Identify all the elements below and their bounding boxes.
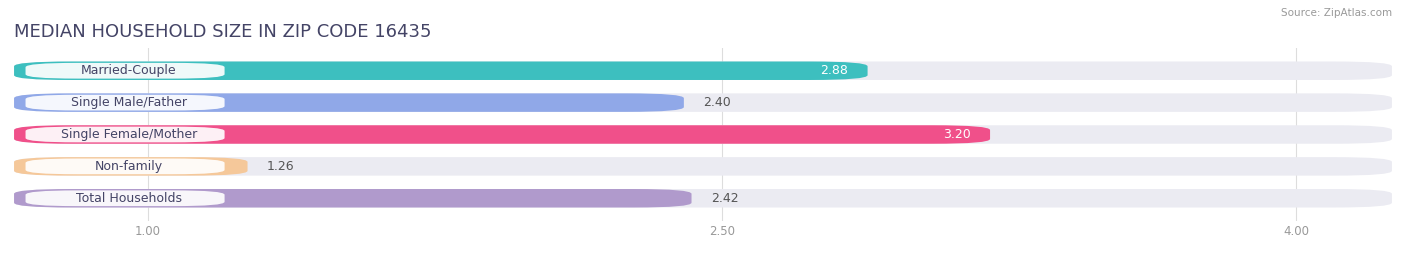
FancyBboxPatch shape [14, 125, 1392, 144]
FancyBboxPatch shape [25, 158, 225, 174]
FancyBboxPatch shape [14, 157, 247, 176]
FancyBboxPatch shape [14, 157, 1392, 176]
Text: Married-Couple: Married-Couple [82, 64, 177, 77]
FancyBboxPatch shape [14, 62, 1392, 80]
Text: 2.42: 2.42 [710, 192, 738, 205]
FancyBboxPatch shape [25, 63, 225, 79]
FancyBboxPatch shape [14, 62, 868, 80]
Text: Source: ZipAtlas.com: Source: ZipAtlas.com [1281, 8, 1392, 18]
Text: 2.88: 2.88 [821, 64, 848, 77]
Text: Non-family: Non-family [94, 160, 163, 173]
FancyBboxPatch shape [25, 95, 225, 111]
Text: Single Male/Father: Single Male/Father [70, 96, 187, 109]
FancyBboxPatch shape [25, 127, 225, 142]
Text: MEDIAN HOUSEHOLD SIZE IN ZIP CODE 16435: MEDIAN HOUSEHOLD SIZE IN ZIP CODE 16435 [14, 23, 432, 41]
FancyBboxPatch shape [14, 189, 692, 207]
FancyBboxPatch shape [25, 190, 225, 206]
Text: Total Households: Total Households [76, 192, 181, 205]
Text: 1.26: 1.26 [267, 160, 294, 173]
FancyBboxPatch shape [14, 189, 1392, 207]
FancyBboxPatch shape [14, 125, 990, 144]
Text: 3.20: 3.20 [943, 128, 972, 141]
Text: 2.40: 2.40 [703, 96, 731, 109]
FancyBboxPatch shape [14, 93, 1392, 112]
FancyBboxPatch shape [14, 93, 683, 112]
Text: Single Female/Mother: Single Female/Mother [60, 128, 197, 141]
